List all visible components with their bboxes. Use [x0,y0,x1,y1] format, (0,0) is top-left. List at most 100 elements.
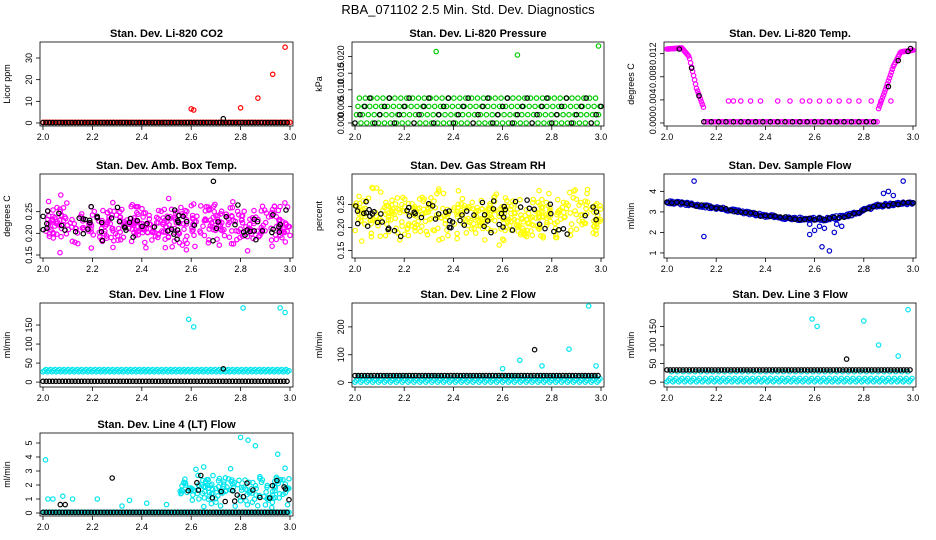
data-point [358,120,364,126]
data-point [217,503,224,509]
data-point [730,119,737,125]
data-point [900,367,907,373]
data-point [747,98,754,104]
data-point [387,217,394,223]
y-axis-label: kPa [314,76,324,92]
data-point [449,219,456,225]
data-point [479,206,485,212]
data-point [274,119,281,126]
data-point [187,378,194,385]
data-point [284,378,290,385]
data-point [588,372,595,379]
data-point [69,216,75,223]
data-point [359,111,366,118]
data-point [734,367,741,373]
x-tick-label: 2.6 [496,393,509,403]
data-point [228,240,235,247]
data-point [473,103,479,110]
data-point [241,484,247,490]
data-point [591,223,598,229]
data-point [429,203,436,209]
data-point [252,378,258,385]
data-point [774,98,781,104]
data-point [508,215,514,221]
data-point [195,472,201,479]
data-point [374,372,381,379]
data-point [820,367,827,373]
data-point [103,233,110,239]
data-point [253,236,259,243]
data-point [58,233,64,240]
data-point [579,372,585,379]
points-layer [352,184,604,248]
data-point [880,190,887,197]
data-point [499,372,505,379]
data-point [390,372,397,379]
data-point [114,378,120,385]
data-point [181,226,187,233]
data-point [380,95,386,101]
data-point [384,103,391,110]
data-point [269,71,276,78]
data-point [362,95,369,101]
data-point [400,111,407,118]
data-point [162,244,169,251]
data-point [230,199,236,205]
data-point [388,207,394,214]
data-point [469,199,476,206]
data-point [826,248,833,254]
data-point [557,207,564,213]
x-tick-label: 2.6 [808,264,821,274]
data-point [833,367,840,373]
x-tick-label: 2.0 [349,132,362,142]
data-point [117,209,123,215]
data-point [81,378,88,385]
data-point [152,378,159,385]
panel-title: Stan. Dev. Gas Stream RH [410,160,546,172]
data-point [110,119,117,126]
y-tick-label: 0.008 [648,66,658,89]
data-point [849,367,856,373]
data-point [171,509,178,516]
data-point [406,213,413,219]
data-point [179,242,186,248]
data-point [566,111,572,118]
data-point [155,220,162,226]
data-point [449,103,456,110]
data-point [368,233,375,240]
data-point [830,367,837,373]
data-point [276,224,282,230]
y-axis-label: ml/min [626,203,636,230]
data-point [139,119,146,126]
data-point [480,95,487,101]
data-point [730,98,737,104]
data-point [374,95,380,101]
data-point [685,53,692,59]
data-point [521,95,528,101]
y-axis-label: ml/min [2,332,12,359]
data-point [284,501,291,508]
data-point [767,375,774,382]
data-point [232,503,239,509]
data-point [46,509,53,516]
data-point [903,367,910,373]
data-point [442,220,449,227]
data-point [833,221,840,228]
x-tick-label: 2.0 [661,264,674,274]
data-point [251,216,258,223]
x-tick-label: 2.8 [546,264,559,274]
data-point [146,378,152,385]
data-point [86,217,93,224]
data-point [684,375,691,382]
data-point [582,120,589,126]
data-point [747,367,753,373]
data-point [593,216,599,223]
data-point [435,372,441,379]
data-point [406,95,412,101]
data-point [772,213,779,219]
data-point [264,378,271,385]
data-point [444,372,451,379]
data-point [700,104,707,111]
data-point [887,72,894,79]
data-point [819,119,825,125]
